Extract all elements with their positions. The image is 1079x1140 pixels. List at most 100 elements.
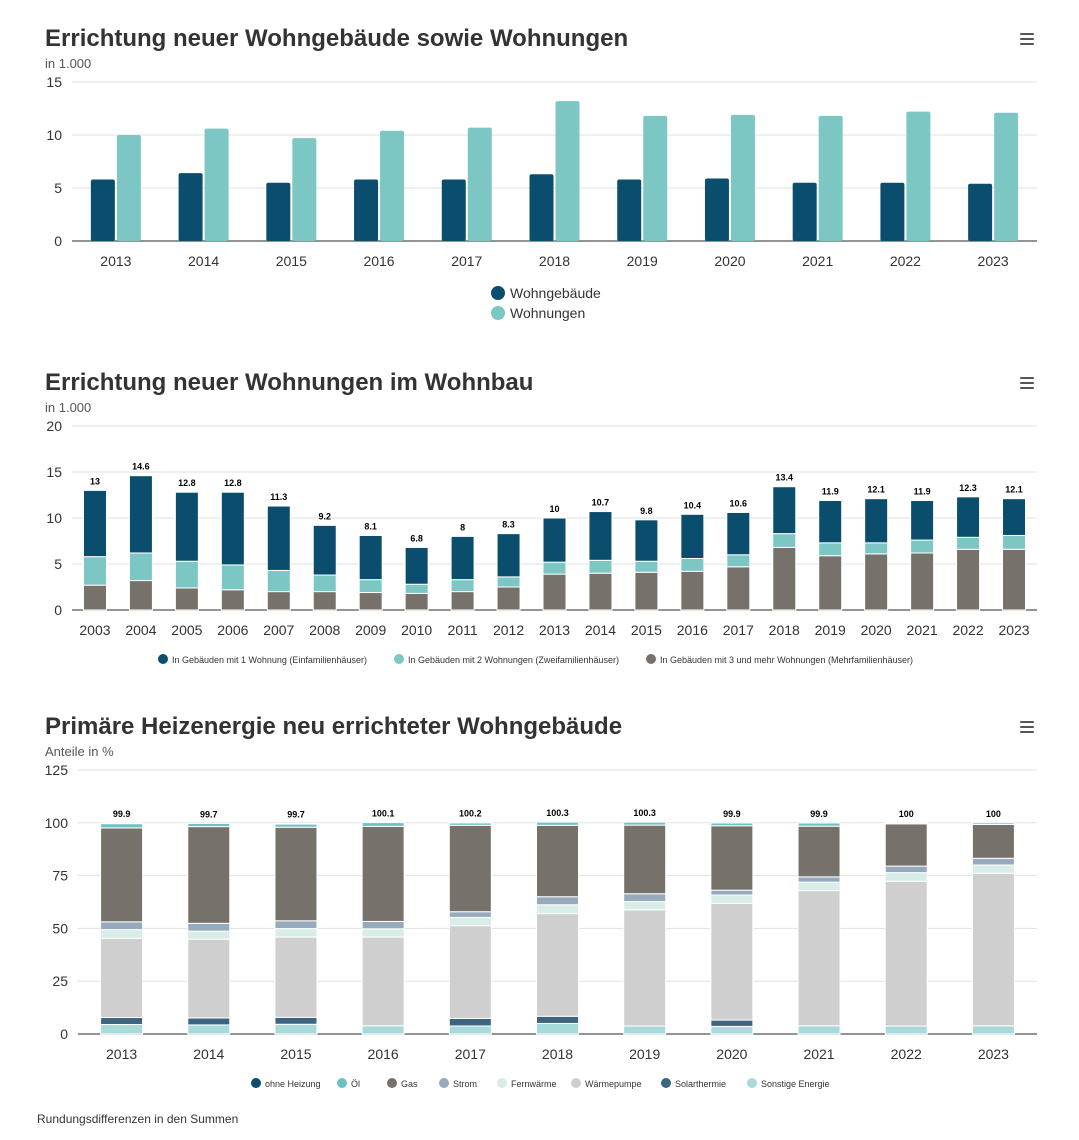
legend-label: Strom	[453, 1079, 477, 1089]
x-tick-label: 2007	[263, 622, 294, 638]
bar-segment	[187, 938, 231, 1019]
legend-marker	[661, 1078, 671, 1088]
y-tick-label: 0	[60, 1026, 68, 1042]
bar-segment	[797, 1025, 841, 1035]
bar-segment	[710, 1019, 754, 1027]
x-tick-label: 2020	[714, 253, 745, 269]
x-tick-label: 2004	[125, 622, 156, 638]
bar	[617, 179, 642, 241]
legend-label: Gas	[401, 1079, 418, 1089]
bar-segment	[884, 822, 928, 825]
bar	[204, 128, 229, 241]
bar	[994, 112, 1019, 242]
bar-segment	[536, 913, 579, 1017]
total-data-label: 11.9	[822, 487, 839, 497]
hamburger-menu-icon[interactable]	[1020, 33, 1034, 45]
total-data-label: 10.6	[730, 498, 748, 508]
y-tick-label: 50	[52, 920, 68, 936]
legend-marker	[158, 654, 168, 664]
bar-segment	[623, 821, 667, 826]
chart-subtitle: in 1.000	[45, 56, 92, 71]
x-tick-label: 2020	[861, 622, 892, 638]
bar-segment	[100, 929, 144, 939]
legend-label: Fernwärme	[511, 1079, 557, 1089]
bar-segment	[772, 486, 797, 535]
bar-segment	[884, 872, 928, 882]
bar-segment	[971, 1025, 1015, 1035]
x-tick-label: 2020	[716, 1046, 747, 1062]
y-tick-label: 75	[52, 868, 68, 884]
legend-marker	[571, 1078, 581, 1088]
total-data-label: 9.2	[318, 511, 331, 521]
bar-segment	[797, 890, 841, 1027]
bar-segment	[797, 822, 841, 827]
bar-segment	[100, 827, 144, 923]
x-tick-label: 2022	[952, 622, 983, 638]
bar-segment	[496, 533, 521, 578]
y-tick-label: 0	[54, 233, 62, 249]
bar	[968, 183, 993, 241]
bar-segment	[710, 889, 754, 896]
bar-segment	[536, 1015, 579, 1024]
x-tick-label: 2015	[280, 1046, 311, 1062]
bar-segment	[312, 524, 337, 576]
bar-segment	[884, 865, 928, 874]
legend-marker	[439, 1078, 449, 1088]
bar-segment	[536, 824, 579, 898]
bar-segment	[710, 822, 754, 827]
x-tick-label: 2022	[891, 1046, 922, 1062]
chart-canvas: 0 25 50 75 100 125 2013 99.9 2014 99.7 2015 99.7 201…	[45, 762, 1037, 1089]
total-data-label: 12.3	[959, 483, 977, 493]
x-tick-label: 2017	[451, 253, 482, 269]
total-data-label: 99.9	[723, 809, 741, 819]
hamburger-menu-icon[interactable]	[1020, 377, 1034, 389]
bar	[792, 182, 817, 241]
total-data-label: 6.8	[410, 533, 423, 543]
chart-buildings-and-dwellings: Errichtung neuer Wohngebäude sowie Wohnu…	[0, 0, 1079, 340]
bar-segment	[187, 930, 231, 940]
bar-segment	[797, 876, 841, 883]
chart-heating-energy: Primäre Heizenergie neu errichteter Wohn…	[45, 713, 1037, 1089]
bar	[906, 111, 931, 242]
chart-title: Errichtung neuer Wohnungen im Wohnbau	[45, 369, 534, 396]
total-data-label: 100.3	[633, 808, 656, 818]
bar-segment	[448, 925, 492, 1019]
bar-segment	[623, 901, 667, 911]
total-data-label: 8.3	[502, 520, 515, 530]
bar-segment	[680, 513, 705, 559]
x-tick-label: 2021	[803, 1046, 834, 1062]
bar-segment	[128, 475, 153, 554]
legend-marker	[491, 306, 505, 320]
bar-segment	[274, 822, 318, 825]
chart-canvas: 0 5 10 15 2013 2014 2015 2016 2017 2018 2019 2020 20…	[46, 74, 1037, 321]
x-tick-label: 2015	[276, 253, 307, 269]
bar-segment	[274, 936, 318, 1018]
x-tick-label: 2014	[188, 253, 219, 269]
total-data-label: 12.8	[178, 478, 196, 488]
x-tick-label: 2018	[539, 253, 570, 269]
total-data-label: 12.8	[224, 478, 242, 488]
bar-segment	[361, 920, 405, 930]
total-data-label: 99.9	[113, 809, 131, 819]
bar-segment	[274, 1016, 318, 1025]
bar-segment	[710, 894, 754, 904]
hamburger-menu-icon[interactable]	[1020, 721, 1034, 733]
bar-segment	[910, 500, 935, 541]
x-tick-label: 2003	[79, 622, 110, 638]
bar-segment	[448, 916, 492, 927]
x-tick-label: 2013	[106, 1046, 137, 1062]
x-tick-label: 2018	[769, 622, 800, 638]
bar-segment	[274, 1023, 318, 1035]
x-tick-label: 2022	[890, 253, 921, 269]
chart-title: Errichtung neuer Wohngebäude sowie Wohnu…	[45, 25, 629, 52]
bar	[90, 179, 115, 241]
bar-segment	[971, 857, 1015, 866]
bar-segment	[82, 489, 107, 558]
total-data-label: 100.2	[459, 808, 482, 818]
bar-segment	[361, 825, 405, 922]
y-tick-label: 5	[54, 180, 62, 196]
bar-segment	[361, 1025, 405, 1035]
x-tick-label: 2016	[677, 622, 708, 638]
bar-segment	[187, 922, 231, 932]
legend-label: Solarthermie	[675, 1079, 726, 1089]
